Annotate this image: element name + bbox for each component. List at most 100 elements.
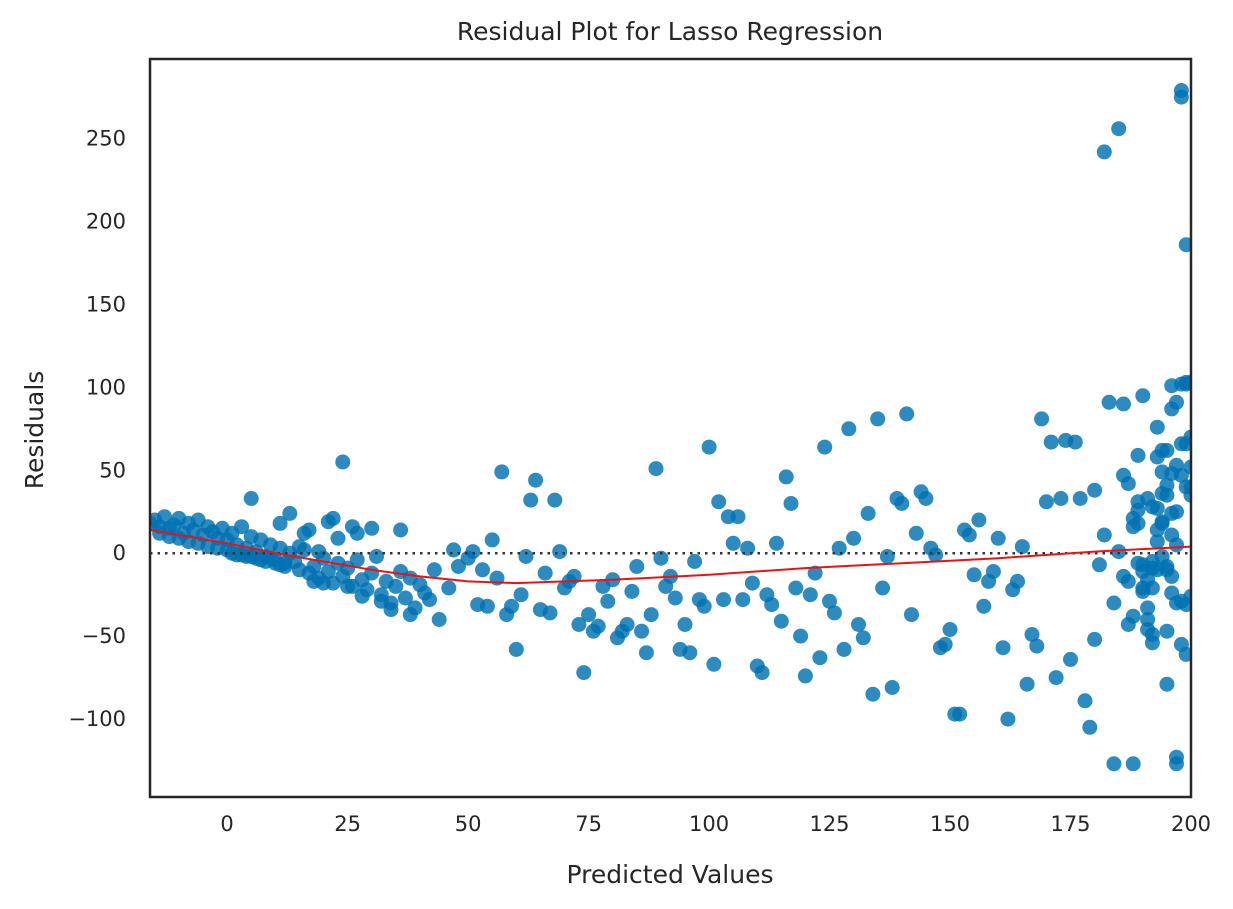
residual-point (1106, 595, 1122, 611)
residual-point (908, 525, 924, 541)
residual-point (441, 580, 457, 596)
residual-point (735, 592, 751, 608)
residual-point (234, 519, 250, 535)
residual-point (1053, 491, 1069, 506)
residual-point (1096, 527, 1112, 543)
residual-point (730, 509, 746, 525)
residual-point (952, 706, 968, 722)
residual-point (1010, 573, 1025, 589)
residual-point (1178, 646, 1191, 662)
x-tick-label: 150 (930, 812, 970, 836)
residual-point (899, 406, 915, 422)
residual-point (1029, 638, 1045, 654)
residual-point (1034, 411, 1050, 427)
lowess-fit-line (150, 529, 1191, 585)
residual-point (648, 461, 664, 477)
y-tick-label: 0 (113, 541, 126, 565)
residual-point (335, 454, 351, 470)
residual-point (904, 607, 919, 623)
residual-point (537, 565, 553, 581)
residual-point (291, 539, 307, 555)
residual-point (807, 565, 823, 581)
residual-point (504, 598, 519, 614)
residual-point (1144, 560, 1160, 576)
residual-point (431, 612, 447, 627)
residual-point (841, 421, 857, 437)
y-tick-label: −100 (68, 707, 126, 731)
residual-point (769, 535, 784, 551)
residual-point (754, 665, 770, 681)
residual-point (1159, 676, 1175, 692)
residual-point (797, 668, 813, 684)
plot-frame (148, 57, 1193, 799)
residual-point (1159, 442, 1175, 458)
residual-point (1000, 711, 1016, 727)
residual-point (1183, 588, 1191, 604)
residual-point (716, 592, 731, 608)
residual-point (875, 580, 891, 596)
residual-point (976, 598, 992, 614)
x-axis-ticks: 0 25 50 75 100 125 150 175 200 (220, 812, 1211, 836)
residual-point (826, 605, 842, 621)
residual-point (1130, 447, 1146, 463)
y-tick-label: −50 (82, 624, 126, 648)
residual-point (966, 567, 982, 583)
x-tick-label: 100 (689, 812, 729, 836)
residual-point (1149, 419, 1165, 435)
residual-point (243, 491, 259, 506)
residual-point (340, 578, 356, 594)
residual-point (316, 575, 331, 591)
residual-point (822, 593, 837, 609)
residual-point (1082, 719, 1098, 735)
residual-point (1101, 394, 1117, 410)
x-tick-label: 200 (1171, 812, 1211, 836)
residual-point (764, 597, 780, 613)
x-tick-label: 75 (575, 812, 602, 836)
residual-point (619, 617, 635, 632)
residual-point (1135, 580, 1151, 596)
residual-point (484, 532, 500, 548)
residual-point (571, 617, 587, 632)
residual-point (349, 525, 365, 541)
residual-point (152, 525, 168, 541)
residual-point (677, 617, 693, 632)
residual-point (1154, 549, 1170, 564)
y-tick-label: 250 (86, 127, 126, 151)
residual-point (479, 598, 495, 614)
residual-point (282, 505, 298, 521)
residual-point (1063, 651, 1078, 667)
residual-point (1149, 500, 1165, 516)
residual-point (995, 640, 1011, 656)
plot-layer (150, 83, 1191, 772)
residual-point (817, 439, 833, 455)
residual-point (884, 680, 900, 695)
residual-point (682, 645, 698, 661)
residual-point (494, 464, 510, 480)
x-tick-label: 125 (809, 812, 849, 836)
residual-point (590, 618, 606, 634)
residual-point (1038, 494, 1054, 510)
residual-point (1164, 505, 1180, 521)
residual-point (1067, 434, 1083, 450)
residual-point (422, 592, 437, 608)
residual-point (383, 602, 399, 618)
x-tick-label: 0 (220, 812, 233, 836)
residual-point (793, 628, 809, 644)
residual-point (1125, 756, 1141, 772)
residual-point (1169, 749, 1184, 765)
residual-point (1140, 622, 1156, 637)
residual-point (836, 641, 852, 657)
residual-point (1077, 693, 1093, 709)
plot-area (150, 83, 1191, 772)
residual-point (1149, 522, 1165, 538)
residual-point (388, 578, 404, 594)
residual-point (643, 607, 659, 623)
residual-point (740, 540, 756, 556)
x-tick-label: 25 (334, 812, 361, 836)
residual-point (725, 535, 741, 551)
residual-point (928, 547, 944, 563)
residual-point (1072, 491, 1088, 506)
residual-point (210, 540, 225, 556)
residual-point (1096, 144, 1112, 160)
